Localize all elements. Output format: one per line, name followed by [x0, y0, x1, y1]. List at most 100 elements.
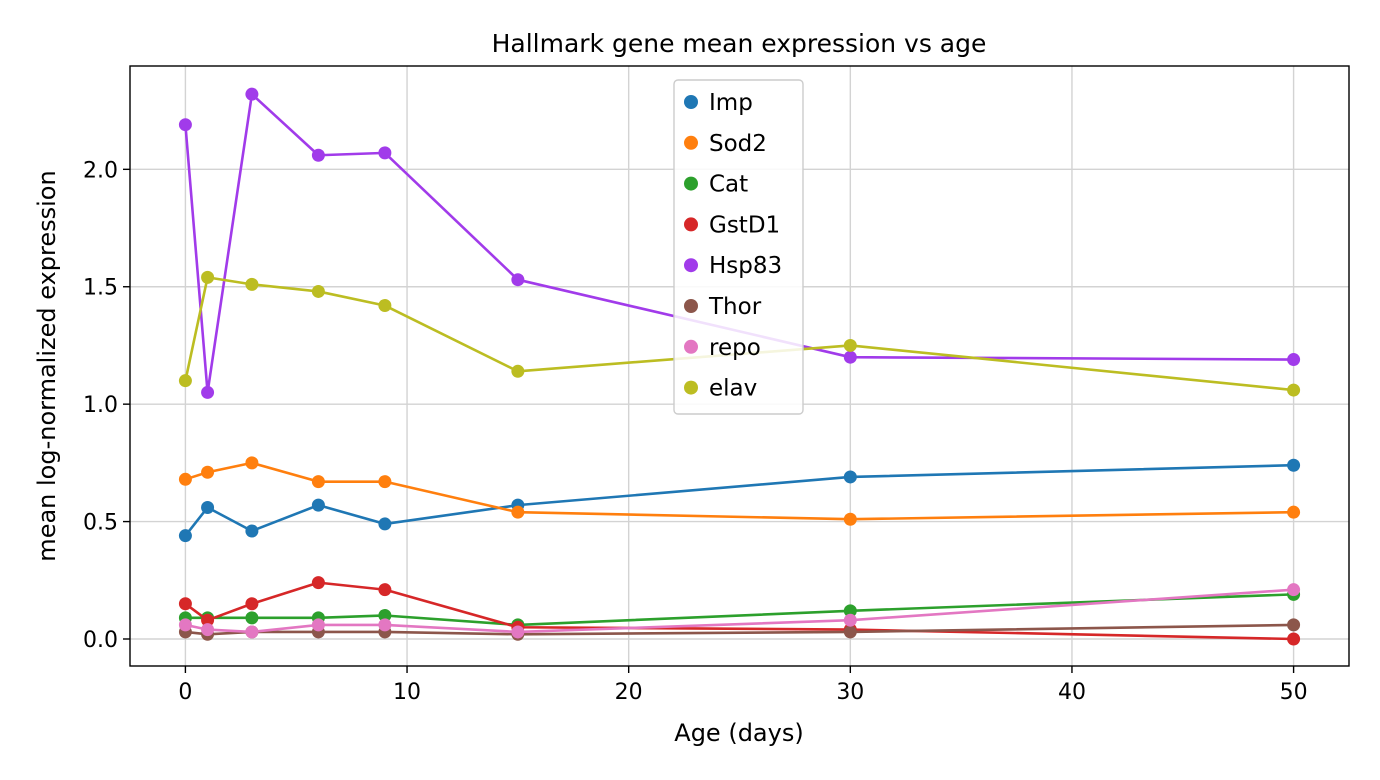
y-tick-label: 1.5: [83, 276, 118, 301]
legend-item-elav: elav: [684, 376, 757, 402]
series-repo: [178, 583, 1301, 639]
data-point-sod2: [201, 465, 215, 479]
data-point-gstd1: [245, 597, 259, 611]
data-point-sod2: [511, 505, 525, 519]
legend-marker-gstd1: [684, 217, 698, 232]
legend-label-sod2: Sod2: [709, 131, 767, 157]
legend-item-cat: Cat: [684, 172, 748, 198]
data-point-imp: [311, 498, 325, 512]
data-point-imp: [1287, 458, 1301, 472]
data-point-gstd1: [201, 613, 215, 627]
data-point-sod2: [1287, 505, 1301, 519]
series-line-imp: [184, 463, 1294, 537]
series-line-sod2: [185, 461, 1294, 521]
x-tick-label: 10: [393, 680, 421, 705]
data-point-repo: [201, 623, 215, 637]
data-point-hsp83: [311, 148, 325, 162]
data-point-elav: [843, 338, 857, 352]
data-point-repo: [1287, 583, 1301, 597]
x-axis-label: Age (days): [674, 719, 803, 747]
data-point-gstd1: [1287, 632, 1301, 646]
legend-marker-cat: [684, 176, 698, 191]
data-point-cat: [245, 611, 259, 625]
data-point-repo: [178, 618, 192, 632]
data-point-elav: [201, 270, 215, 284]
legend-marker-hsp83: [684, 258, 698, 273]
data-point-thor: [1287, 618, 1301, 632]
series-imp: [178, 458, 1301, 543]
data-point-elav: [511, 364, 525, 378]
series-sod2: [178, 456, 1301, 526]
data-point-sod2: [378, 475, 392, 489]
series-line-thor: [185, 623, 1294, 636]
data-point-repo: [511, 625, 525, 639]
data-point-elav: [178, 374, 192, 388]
legend-item-imp: Imp: [684, 90, 753, 116]
data-point-hsp83: [178, 118, 192, 132]
legend-label-cat: Cat: [709, 172, 748, 198]
data-point-elav: [1287, 383, 1301, 397]
legend-label-hsp83: Hsp83: [709, 253, 782, 279]
y-tick-label: 0.5: [83, 511, 118, 536]
legend-marker-repo: [684, 339, 698, 354]
data-point-sod2: [843, 512, 857, 526]
legend: Imp Sod2 Cat GstD1 Hsp83 Thor repo elav: [673, 79, 804, 415]
legend-marker-thor: [684, 299, 698, 313]
data-point-hsp83: [843, 350, 857, 364]
ticks: 0 10 20 30 40 50 0.0 0.5 1.0 1.5 2.0: [83, 158, 1308, 705]
x-tick-label: 20: [615, 680, 643, 705]
series-line-repo: [185, 588, 1294, 634]
legend-marker-sod2: [684, 135, 698, 150]
series-line-gstd1: [184, 581, 1294, 641]
data-point-repo: [843, 613, 857, 627]
chart-title: Hallmark gene mean expression vs age: [492, 29, 987, 58]
series-gstd1: [178, 576, 1301, 646]
data-point-thor: [843, 625, 857, 639]
data-point-hsp83: [378, 146, 392, 160]
legend-item-gstd1: GstD1: [684, 212, 780, 238]
data-point-hsp83: [1287, 353, 1301, 367]
data-point-gstd1: [311, 576, 325, 590]
legend-label-elav: elav: [709, 376, 757, 402]
data-point-gstd1: [378, 583, 392, 597]
legend-item-sod2: Sod2: [684, 131, 767, 157]
legend-item-repo: repo: [684, 335, 761, 361]
data-point-sod2: [311, 475, 325, 489]
data-point-hsp83: [245, 87, 259, 101]
plot-frame: [129, 65, 1350, 667]
data-point-sod2: [245, 456, 259, 470]
data-point-cat: [843, 604, 857, 618]
series-line-cat: [185, 593, 1294, 627]
legend-item-thor: Thor: [684, 294, 762, 320]
y-axis-label: mean log-normalized expression: [33, 170, 61, 561]
data-point-imp: [843, 470, 857, 484]
data-point-gstd1: [178, 597, 192, 611]
legend-label-repo: repo: [709, 335, 761, 361]
legend-label-thor: Thor: [708, 294, 762, 320]
data-point-elav: [378, 299, 392, 313]
legend-label-gstd1: GstD1: [709, 212, 780, 238]
data-point-repo: [245, 625, 259, 639]
data-point-hsp83: [201, 385, 215, 399]
data-point-imp: [378, 517, 392, 531]
legend-item-hsp83: Hsp83: [684, 253, 782, 279]
data-point-hsp83: [511, 273, 525, 287]
data-point-imp: [245, 524, 259, 538]
y-tick-label: 2.0: [83, 158, 118, 183]
x-tick-label: 40: [1058, 680, 1086, 705]
legend-label-imp: Imp: [709, 90, 753, 116]
legend-marker-elav: [684, 380, 698, 395]
x-tick-label: 0: [178, 680, 192, 705]
data-point-repo: [311, 618, 325, 632]
y-tick-label: 1.0: [83, 393, 118, 418]
legend-marker-imp: [684, 95, 698, 109]
data-point-repo: [378, 618, 392, 632]
data-point-sod2: [178, 472, 192, 486]
y-tick-label: 0.0: [83, 628, 118, 653]
data-point-imp: [178, 529, 192, 543]
data-point-imp: [201, 500, 215, 514]
data-point-elav: [311, 284, 325, 298]
data-point-elav: [245, 277, 259, 291]
x-tick-label: 30: [836, 680, 864, 705]
